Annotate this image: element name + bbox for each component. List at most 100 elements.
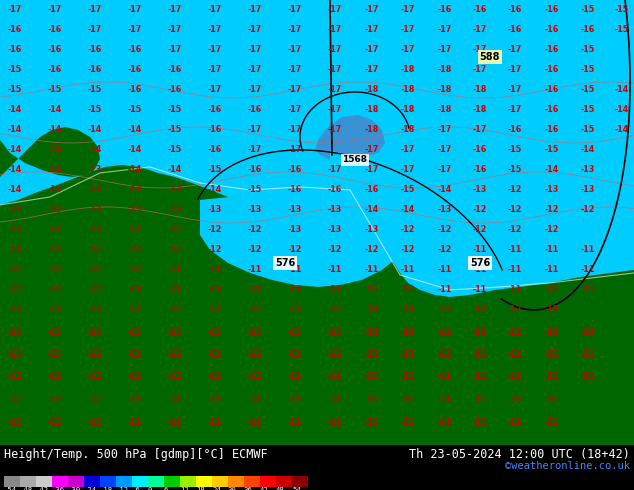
Text: -12: -12 — [8, 372, 22, 381]
Text: -15: -15 — [615, 25, 629, 34]
Text: -17: -17 — [128, 5, 142, 15]
Text: -11: -11 — [473, 286, 487, 294]
Text: -17: -17 — [248, 46, 262, 54]
Text: -18: -18 — [401, 66, 415, 74]
Text: -12: -12 — [248, 372, 262, 381]
Text: -17: -17 — [288, 25, 302, 34]
Text: -16: -16 — [288, 166, 302, 174]
Text: -12: -12 — [88, 245, 102, 254]
Text: -11: -11 — [473, 350, 487, 360]
Text: -18: -18 — [365, 125, 379, 134]
Text: -13: -13 — [328, 205, 342, 215]
Text: -14: -14 — [128, 146, 142, 154]
Text: -12: -12 — [545, 328, 559, 338]
Text: -12: -12 — [248, 245, 262, 254]
Text: -16: -16 — [248, 166, 262, 174]
Text: -11: -11 — [288, 286, 302, 294]
Text: -11: -11 — [328, 286, 342, 294]
Bar — [260, 476, 276, 487]
Text: -11: -11 — [401, 395, 415, 404]
Text: -12: -12 — [128, 266, 142, 274]
Text: -12: -12 — [288, 245, 302, 254]
Text: -16: -16 — [88, 66, 102, 74]
Text: -11: -11 — [288, 395, 302, 404]
Text: -15: -15 — [8, 66, 22, 74]
Text: -16: -16 — [365, 186, 379, 195]
Text: -16: -16 — [128, 85, 142, 95]
Text: -12: -12 — [48, 372, 62, 381]
Text: -16: -16 — [8, 46, 22, 54]
Text: -13: -13 — [48, 186, 62, 195]
Text: -16: -16 — [545, 46, 559, 54]
Text: -18: -18 — [401, 105, 415, 115]
Text: -16: -16 — [473, 146, 487, 154]
Text: -12: -12 — [208, 350, 222, 360]
Bar — [212, 476, 228, 487]
Text: -14: -14 — [48, 146, 62, 154]
Text: -12: -12 — [48, 266, 62, 274]
Text: -12: -12 — [208, 245, 222, 254]
Text: -17: -17 — [473, 66, 487, 74]
Text: 6: 6 — [164, 488, 169, 490]
Text: ©weatheronline.co.uk: ©weatheronline.co.uk — [505, 461, 630, 471]
Text: -13: -13 — [288, 205, 302, 215]
Text: -11: -11 — [365, 286, 379, 294]
Text: -17: -17 — [248, 146, 262, 154]
Bar — [36, 476, 52, 487]
Text: -16: -16 — [48, 46, 62, 54]
Text: -11: -11 — [545, 245, 559, 254]
Text: -16: -16 — [48, 25, 62, 34]
Text: -14: -14 — [615, 85, 629, 95]
Text: -14: -14 — [581, 146, 595, 154]
Text: 0: 0 — [148, 488, 152, 490]
Text: -17: -17 — [288, 125, 302, 134]
Text: -11: -11 — [328, 266, 342, 274]
Text: -12: -12 — [8, 286, 22, 294]
Text: -13: -13 — [581, 166, 595, 174]
Text: -11: -11 — [288, 266, 302, 274]
Text: -48: -48 — [20, 488, 33, 490]
Text: -12: -12 — [48, 395, 62, 404]
Text: -17: -17 — [438, 46, 452, 54]
Text: -11: -11 — [508, 286, 522, 294]
Text: -17: -17 — [401, 166, 415, 174]
Text: -12: -12 — [128, 372, 142, 381]
Text: -14: -14 — [128, 125, 142, 134]
Text: -17: -17 — [248, 5, 262, 15]
Text: -11: -11 — [248, 395, 262, 404]
Text: -17: -17 — [248, 125, 262, 134]
Text: -13: -13 — [128, 186, 142, 195]
Text: -16: -16 — [48, 66, 62, 74]
Text: -12: -12 — [438, 245, 452, 254]
Text: -17: -17 — [508, 46, 522, 54]
Text: -12: -12 — [545, 305, 559, 315]
Text: -18: -18 — [438, 105, 452, 115]
Text: -17: -17 — [365, 146, 379, 154]
Text: -14: -14 — [365, 205, 379, 215]
Text: -11: -11 — [473, 245, 487, 254]
Text: -11: -11 — [508, 418, 522, 427]
Polygon shape — [315, 115, 385, 160]
Text: -12: -12 — [401, 350, 415, 360]
Text: -14: -14 — [8, 166, 22, 174]
Text: -16: -16 — [438, 5, 452, 15]
Text: -14: -14 — [48, 125, 62, 134]
Text: -11: -11 — [473, 266, 487, 274]
Text: -11: -11 — [401, 286, 415, 294]
Text: -30: -30 — [68, 488, 81, 490]
Text: 54: 54 — [292, 488, 301, 490]
Text: -11: -11 — [438, 372, 452, 381]
Text: -12: -12 — [473, 205, 487, 215]
Text: -16: -16 — [128, 66, 142, 74]
Bar — [180, 476, 197, 487]
Text: -13: -13 — [88, 305, 102, 315]
Text: -17: -17 — [365, 66, 379, 74]
Text: -17: -17 — [208, 85, 222, 95]
Text: -17: -17 — [248, 66, 262, 74]
Text: -11: -11 — [473, 395, 487, 404]
Text: -14: -14 — [615, 125, 629, 134]
Text: -18: -18 — [100, 488, 113, 490]
Text: -16: -16 — [473, 5, 487, 15]
Text: -13: -13 — [128, 205, 142, 215]
Text: -11: -11 — [248, 418, 262, 427]
